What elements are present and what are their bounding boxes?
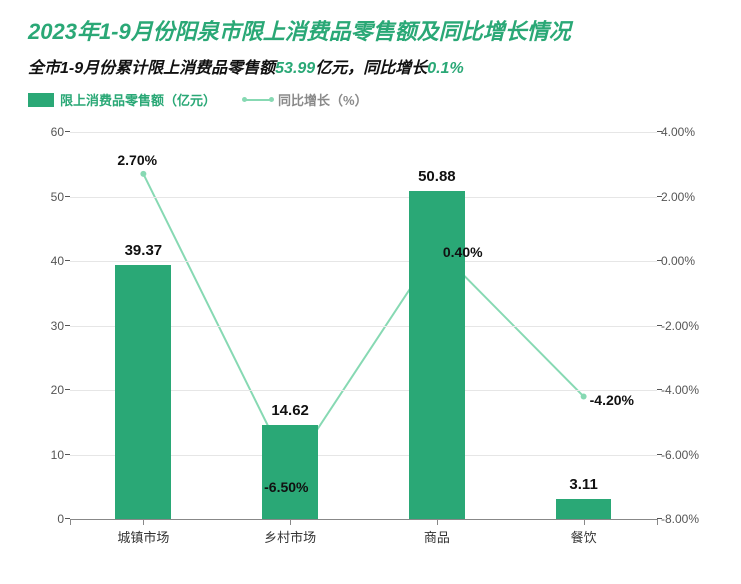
legend-swatch-line xyxy=(244,99,272,101)
line-path xyxy=(143,174,583,471)
y-right-tick xyxy=(657,131,662,132)
y-right-tick xyxy=(657,196,662,197)
y-right-tick-label: 4.00% xyxy=(661,125,711,139)
y-left-tick-label: 10 xyxy=(34,448,64,462)
line-value-label: -4.20% xyxy=(590,392,634,408)
line-value-label: 0.40% xyxy=(443,244,483,260)
x-category-label: 商品 xyxy=(424,527,450,546)
y-left-tick xyxy=(65,454,70,455)
legend-label-bar: 限上消费品零售额（亿元） xyxy=(60,90,216,109)
subtitle-value-2: 0.1% xyxy=(427,60,463,77)
x-tick xyxy=(290,519,291,525)
y-right-tick-label: -6.00% xyxy=(661,448,711,462)
y-left-tick xyxy=(65,260,70,261)
y-left-tick-label: 0 xyxy=(34,512,64,526)
x-tick xyxy=(143,519,144,525)
chart-area: 0102030405060-8.00%-6.00%-4.00%-2.00%0.0… xyxy=(30,132,711,542)
bar-value-label: 14.62 xyxy=(271,402,309,419)
x-category-label: 城镇市场 xyxy=(117,527,169,546)
bar: 39.37 xyxy=(115,265,171,519)
y-left-tick xyxy=(65,389,70,390)
y-left-tick xyxy=(65,325,70,326)
grid-line xyxy=(70,132,657,133)
line-value-label: 2.70% xyxy=(117,152,157,168)
x-tick xyxy=(584,519,585,525)
grid-line xyxy=(70,261,657,262)
legend-swatch-bar xyxy=(28,93,54,107)
bar-value-label: 3.11 xyxy=(569,476,597,493)
y-left-tick-label: 30 xyxy=(34,319,64,333)
bar-value-label: 50.88 xyxy=(418,168,456,185)
subtitle-value-1: 53.99 xyxy=(275,60,315,77)
y-right-tick-label: 2.00% xyxy=(661,190,711,204)
x-tick xyxy=(70,519,71,525)
subtitle-mid: 亿元，同比增长 xyxy=(315,60,427,77)
bar: 50.88 xyxy=(409,191,465,519)
bar: 14.62 xyxy=(262,425,318,519)
x-category-label: 乡村市场 xyxy=(264,527,316,546)
legend-item-line: 同比增长（%） xyxy=(244,90,368,109)
y-right-tick xyxy=(657,260,662,261)
y-left-tick-label: 20 xyxy=(34,383,64,397)
y-right-tick-label: 0.00% xyxy=(661,254,711,268)
grid-line xyxy=(70,197,657,198)
y-left-tick-label: 40 xyxy=(34,254,64,268)
legend-item-bar: 限上消费品零售额（亿元） xyxy=(28,90,216,109)
line-marker xyxy=(140,171,146,177)
y-right-tick xyxy=(657,325,662,326)
line-value-label: -6.50% xyxy=(264,479,308,495)
chart-subtitle: 全市1-9月份累计限上消费品零售额53.99亿元，同比增长0.1% xyxy=(0,54,741,88)
y-right-tick xyxy=(657,389,662,390)
chart-title: 2023年1-9月份阳泉市限上消费品零售额及同比增长情况 xyxy=(0,0,741,54)
legend-label-line: 同比增长（%） xyxy=(278,90,368,109)
y-left-tick xyxy=(65,196,70,197)
y-left-tick-label: 50 xyxy=(34,190,64,204)
plot-area: 0102030405060-8.00%-6.00%-4.00%-2.00%0.0… xyxy=(70,132,657,520)
x-tick xyxy=(657,519,658,525)
y-right-tick-label: -2.00% xyxy=(661,319,711,333)
y-left-tick-label: 60 xyxy=(34,125,64,139)
y-right-tick xyxy=(657,454,662,455)
y-right-tick-label: -4.00% xyxy=(661,383,711,397)
y-right-tick-label: -8.00% xyxy=(661,512,711,526)
x-category-label: 餐饮 xyxy=(571,527,597,546)
subtitle-prefix: 全市1-9月份累计限上消费品零售额 xyxy=(28,60,275,77)
y-left-tick xyxy=(65,131,70,132)
bar-value-label: 39.37 xyxy=(125,242,163,259)
x-tick xyxy=(437,519,438,525)
line-marker xyxy=(581,393,587,399)
legend: 限上消费品零售额（亿元） 同比增长（%） xyxy=(0,88,741,119)
bar: 3.11 xyxy=(556,499,612,519)
